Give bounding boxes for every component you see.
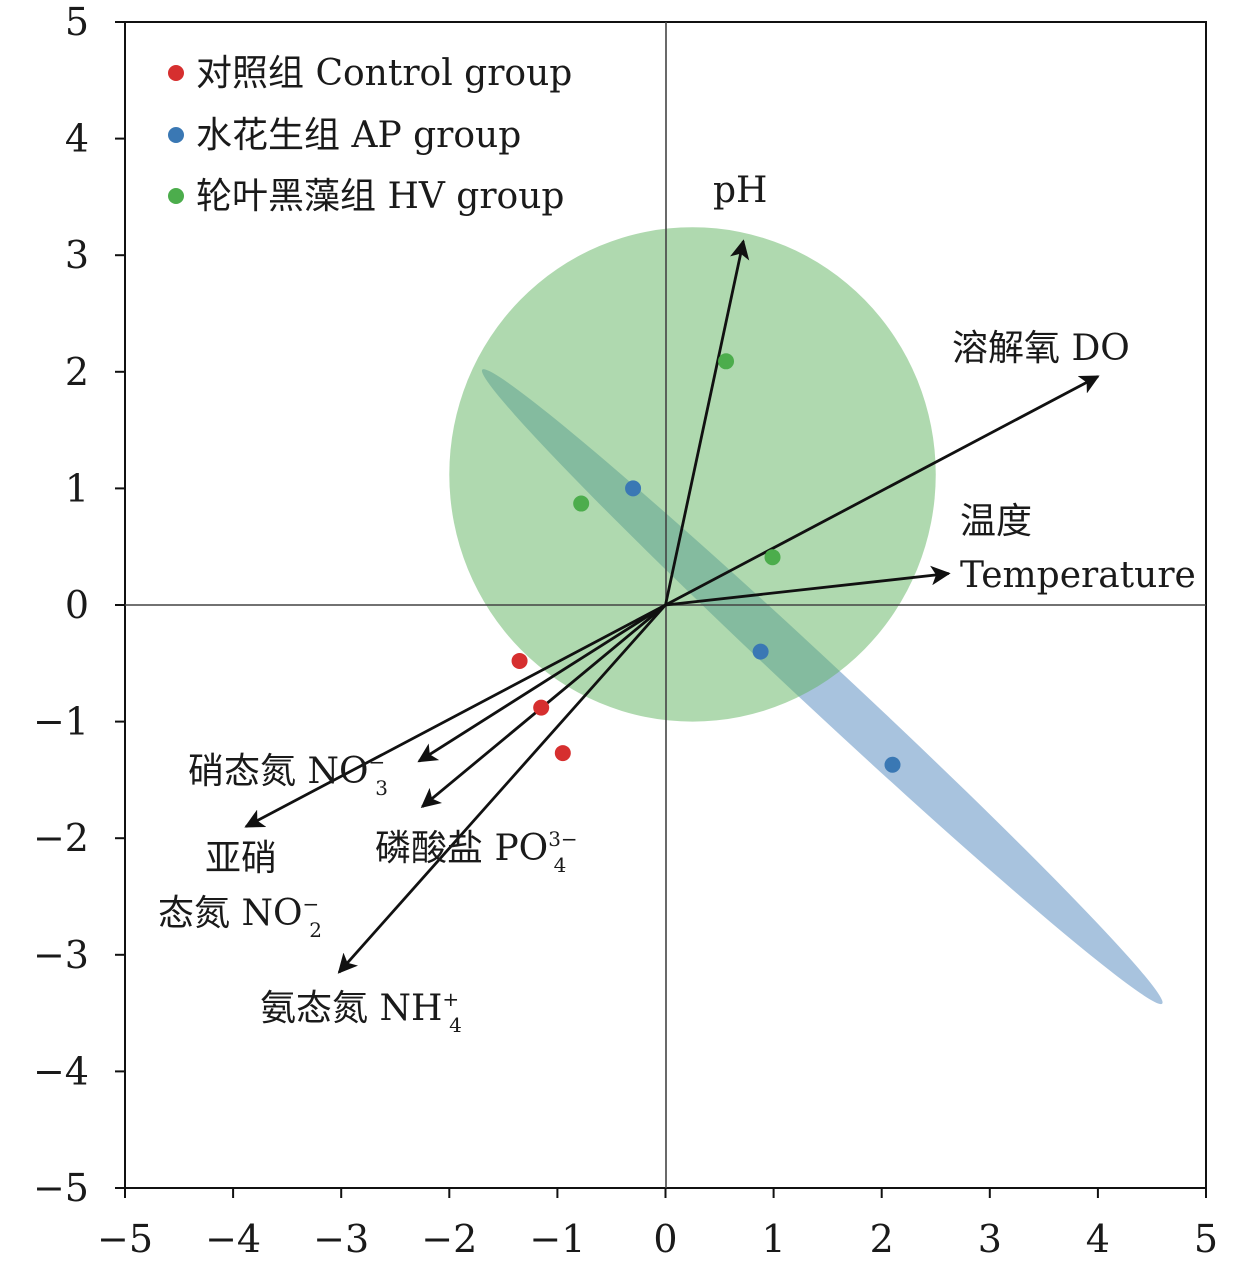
vector-label-temp-line1: 温度 bbox=[960, 501, 1032, 542]
environment-vectors bbox=[244, 239, 1100, 974]
y-tick-label: 2 bbox=[65, 350, 89, 394]
data-point-series-2 bbox=[764, 549, 781, 566]
y-tick-label: 5 bbox=[65, 0, 89, 44]
vector-arrow-2 bbox=[665, 565, 951, 607]
legend: 对照组 Control group 水花生组 AP group 轮叶黑藻组 HV… bbox=[168, 53, 572, 217]
po4-main: 磷酸盐 PO bbox=[375, 828, 548, 869]
no3-sup: − bbox=[368, 750, 385, 774]
x-tick-label: −2 bbox=[421, 1217, 477, 1261]
data-point-series-0 bbox=[511, 652, 528, 669]
x-tick-label: 3 bbox=[978, 1217, 1002, 1261]
vector-label-temp-line2: Temperature bbox=[960, 555, 1196, 596]
x-tick-label: −5 bbox=[97, 1217, 153, 1261]
data-point-series-1 bbox=[884, 756, 901, 773]
po4-sup: 3− bbox=[548, 827, 577, 851]
legend-item-control: 对照组 Control group bbox=[168, 53, 572, 94]
vector-arrow-4 bbox=[244, 603, 667, 828]
legend-dot-ap bbox=[168, 127, 184, 143]
legend-item-hv: 轮叶黑藻组 HV group bbox=[168, 176, 564, 217]
x-tick-label: 4 bbox=[1086, 1217, 1110, 1261]
data-point-series-1 bbox=[752, 643, 769, 660]
vector-arrow-6 bbox=[337, 604, 667, 974]
data-point-series-1 bbox=[625, 480, 642, 497]
nh4-sup: + bbox=[442, 987, 459, 1011]
y-tick-label: 4 bbox=[65, 117, 89, 161]
vector-arrow-0 bbox=[664, 239, 750, 606]
y-tick-label: −2 bbox=[33, 816, 89, 860]
vector-label-po4: 磷酸盐 PO3− 4 bbox=[375, 827, 578, 877]
legend-label-control: 对照组 Control group bbox=[196, 53, 572, 94]
data-point-series-2 bbox=[718, 353, 735, 370]
y-tick-label: −1 bbox=[33, 700, 89, 744]
vector-arrow-3 bbox=[417, 603, 667, 763]
x-tick-label: 0 bbox=[653, 1217, 677, 1261]
y-tick-label: −4 bbox=[33, 1049, 89, 1093]
y-tick-label: 3 bbox=[65, 233, 89, 277]
data-point-series-2 bbox=[573, 495, 590, 512]
nh4-main: 氨态氮 NH bbox=[260, 988, 442, 1029]
no2-sub: 2 bbox=[309, 918, 322, 942]
data-point-series-0 bbox=[554, 745, 571, 762]
data-point-series-0 bbox=[533, 699, 550, 716]
x-tick-label: 1 bbox=[762, 1217, 786, 1261]
legend-item-ap: 水花生组 AP group bbox=[168, 115, 521, 156]
legend-dot-hv bbox=[168, 188, 184, 204]
x-tick-label: 5 bbox=[1194, 1217, 1218, 1261]
no2-main: 态氮 NO bbox=[158, 893, 302, 934]
y-tick-label: −5 bbox=[33, 1166, 89, 1210]
y-tick-label: 1 bbox=[65, 466, 89, 510]
vector-label-ph: pH bbox=[713, 170, 767, 211]
sample-points bbox=[511, 353, 901, 773]
vector-labels: pH 溶解氧 DO 温度 Temperature 硝态氮 NO− 3 亚硝 态氮 … bbox=[158, 170, 1196, 1037]
vector-arrow-1 bbox=[664, 375, 1100, 607]
vector-label-do: 溶解氧 DO bbox=[952, 328, 1130, 369]
vector-label-no2-line1: 亚硝 bbox=[205, 838, 277, 879]
po4-sub: 4 bbox=[554, 853, 567, 877]
nh4-sub: 4 bbox=[449, 1013, 462, 1037]
x-tick-label: −3 bbox=[313, 1217, 369, 1261]
no2-sup: − bbox=[302, 892, 319, 916]
y-tick-label: −3 bbox=[33, 933, 89, 977]
legend-label-hv: 轮叶黑藻组 HV group bbox=[196, 176, 564, 217]
vector-label-nh4: 氨态氮 NH+ 4 bbox=[260, 987, 462, 1037]
no3-main: 硝态氮 NO bbox=[188, 751, 368, 792]
no3-sub: 3 bbox=[375, 776, 388, 800]
legend-dot-control bbox=[168, 65, 184, 81]
legend-label-ap: 水花生组 AP group bbox=[196, 115, 521, 156]
y-tick-label: 0 bbox=[65, 583, 89, 627]
x-tick-label: 2 bbox=[870, 1217, 894, 1261]
x-tick-label: −1 bbox=[529, 1217, 585, 1261]
vector-label-no2-line2: 态氮 NO− 2 bbox=[158, 892, 322, 942]
x-tick-label: −4 bbox=[205, 1217, 261, 1261]
vector-label-no3: 硝态氮 NO− 3 bbox=[188, 750, 388, 800]
